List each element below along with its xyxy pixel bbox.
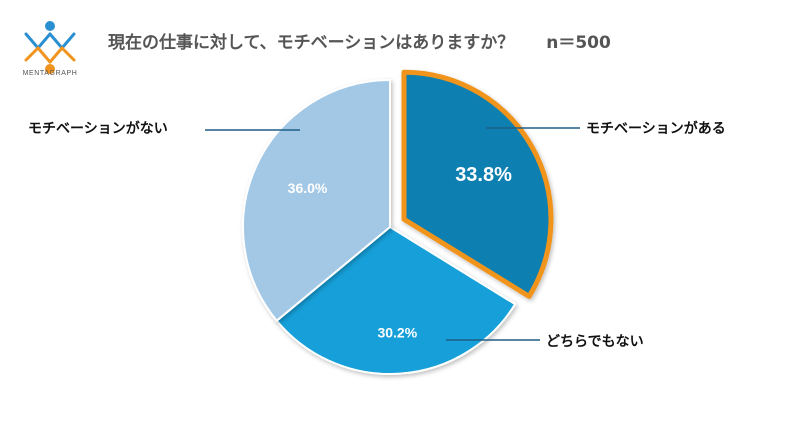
slice-value-label-0: 33.8% (455, 164, 512, 186)
title-text: 現在の仕事に対して、モチベーションはありますか？ (108, 33, 515, 53)
mentagraph-logo (24, 21, 76, 74)
slice-value-label-1: 30.2% (377, 325, 417, 341)
pie-slice-1 (275, 226, 517, 375)
pie-slice-2 (242, 79, 391, 322)
slice-category-label-0: モチベーションがある (586, 121, 726, 137)
sample-size: n＝500 (546, 33, 611, 53)
logo-wordmark: MENTAGRAPH (22, 70, 78, 77)
slice-category-label-1: どちらでもない (546, 334, 644, 350)
slice-category-label-2: モチベーションがない (28, 121, 168, 137)
chart-title: 現在の仕事に対して、モチベーションはありますか？ n＝500 (108, 28, 611, 53)
slice-value-label-2: 36.0% (288, 180, 328, 196)
